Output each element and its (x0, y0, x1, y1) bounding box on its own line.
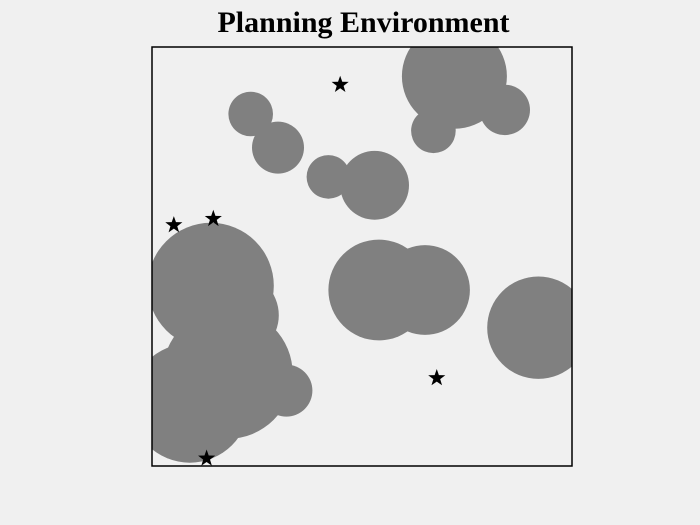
obstacle-circle (260, 364, 313, 417)
obstacle-circle (252, 121, 304, 174)
figure-title: Planning Environment (217, 6, 510, 39)
obstacle-circle (487, 276, 572, 379)
obstacle-layer (152, 47, 572, 463)
obstacle-circle (228, 91, 273, 137)
axes-frame (151, 46, 573, 467)
star-marker (428, 369, 446, 386)
obstacle-circle (340, 150, 409, 220)
star-marker (331, 75, 349, 92)
marker-layer (165, 75, 446, 466)
obstacle-circle (380, 245, 470, 335)
star-marker (198, 449, 216, 466)
obstacle-circle (306, 155, 351, 199)
star-marker (204, 209, 222, 227)
star-marker (165, 216, 183, 233)
obstacle-circle (411, 108, 456, 154)
obstacle-circle (152, 343, 250, 463)
obstacle-circle (479, 84, 530, 136)
